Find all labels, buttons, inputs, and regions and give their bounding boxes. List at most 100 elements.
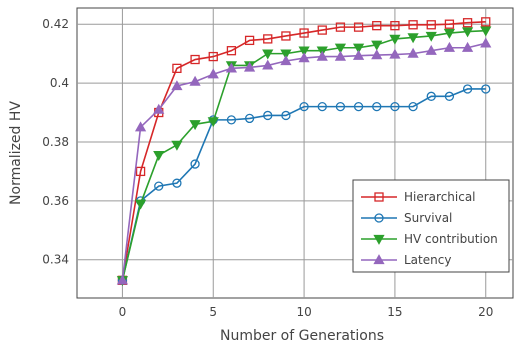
data-point-hierarchical [190,54,200,65]
legend-marker-survival [374,213,384,223]
data-point-survival [335,101,346,112]
y-tick-label: 0.4 [50,76,69,90]
data-point-hierarchical [335,22,346,32]
data-point-hierarchical [299,28,309,38]
data-point-latency [207,68,219,79]
legend-item-hv-contribution: HV contribution [361,232,498,246]
data-point-hv-contribution [425,31,437,42]
legend-item-hierarchical: Hierarchical [361,190,476,204]
data-point-survival [408,101,418,112]
data-point-latency [316,50,328,61]
data-point-survival [481,84,491,94]
y-tick-label: 0.38 [42,135,69,149]
data-point-hierarchical [444,19,455,29]
data-point-hierarchical [135,166,146,177]
data-point-hv-contribution [389,34,401,45]
data-point-latency [425,44,437,55]
data-point-hv-contribution [171,140,183,151]
data-point-hv-contribution [262,49,274,60]
data-point-survival [317,101,327,112]
series-line-hierarchical [121,21,486,281]
data-point-hierarchical [263,34,273,44]
data-point-survival [226,115,237,125]
data-point-hierarchical [426,20,436,30]
data-point-latency [262,59,274,70]
y-tick-label: 0.34 [42,253,69,267]
data-point-latency [443,41,456,52]
data-point-survival [462,84,473,94]
data-point-hierarchical [317,25,327,35]
series-latency [116,37,492,285]
data-point-hv-contribution [334,43,347,54]
data-point-survival [426,91,436,101]
data-point-latency [371,49,383,60]
data-point-hv-contribution [280,49,292,60]
x-tick-label: 5 [209,305,217,319]
data-point-survival [372,101,382,112]
data-point-survival [244,113,255,124]
data-point-hierarchical [462,18,473,28]
legend-label-survival: Survival [404,211,452,225]
data-point-latency [116,274,129,285]
y-tick-label: 0.42 [42,17,69,31]
x-tick-label: 15 [387,305,402,319]
data-point-hv-contribution [480,26,492,37]
data-point-hv-contribution [207,117,219,128]
legend: Hierarchical Survival HV contribution Laten… [352,179,510,273]
data-point-latency [153,103,165,114]
legend-item-survival: Survival [361,211,452,225]
data-point-latency [461,41,474,52]
x-tick-label: 0 [119,305,127,319]
data-point-survival [353,101,364,112]
data-point-latency [480,37,492,48]
y-tick-label: 0.36 [42,194,69,208]
data-point-latency [189,75,201,86]
data-point-survival [154,181,164,191]
data-point-hv-contribution [298,46,310,57]
data-point-hierarchical [390,21,400,31]
tick-labels: 0 5 10 15 20 0.34 0.36 0.38 0.4 0.42 [42,17,493,319]
data-point-latency [280,55,292,66]
x-tick-label: 10 [296,305,311,319]
legend-marker-hierarchical [374,192,384,202]
data-point-latency [225,62,238,73]
x-tick-label: 20 [478,305,493,319]
data-point-hv-contribution [407,33,419,44]
data-point-latency [407,47,419,58]
data-point-hv-contribution [189,120,201,131]
data-point-hierarchical [208,51,218,62]
legend-marker-hv-contribution [373,234,385,245]
legend-label-hv-contribution: HV contribution [404,232,498,246]
data-point-hierarchical [408,20,418,30]
series-line-survival [121,88,486,281]
data-point-survival [299,101,309,112]
data-point-hv-contribution [134,199,147,210]
series-group [116,17,492,287]
data-point-latency [389,48,401,59]
data-point-latency [334,50,347,61]
data-point-survival [444,91,455,101]
data-point-latency [171,80,183,91]
y-axis-label: Normalized HV [8,101,24,205]
data-point-hierarchical [372,21,382,31]
legend-label-latency: Latency [404,253,451,267]
data-point-latency [134,121,147,132]
data-point-hierarchical [244,35,255,46]
data-point-survival [263,110,273,121]
data-point-survival [172,178,182,188]
data-point-hierarchical [353,22,364,32]
data-point-survival [281,110,291,121]
data-point-latency [243,61,256,72]
data-point-hierarchical [281,31,291,41]
data-point-survival [390,101,400,112]
data-point-latency [352,49,365,60]
data-point-hierarchical [481,17,491,27]
data-point-hv-contribution [352,43,365,54]
data-point-hierarchical [226,46,237,56]
x-axis-label: Number of Generations [220,328,384,344]
data-point-hv-contribution [443,28,456,39]
data-point-latency [298,52,310,63]
data-point-survival [190,159,200,169]
data-point-hv-contribution [461,27,474,38]
